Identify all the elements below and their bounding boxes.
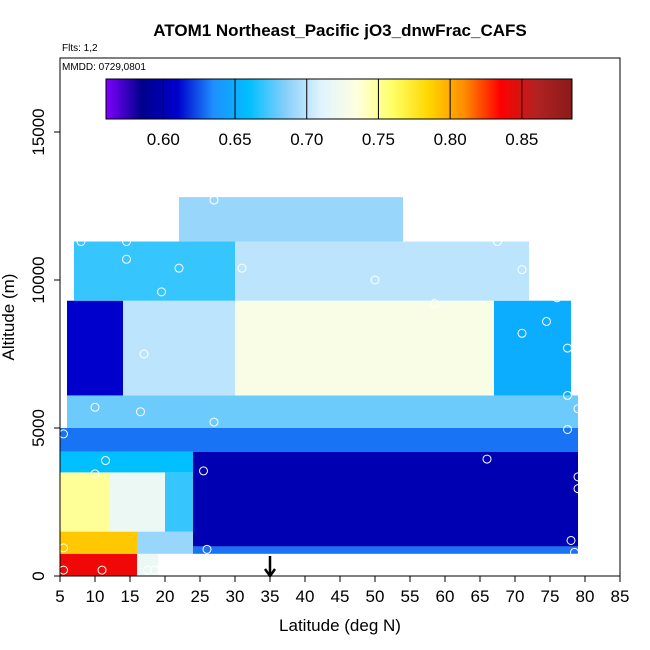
data-point [237, 263, 247, 273]
data-point [570, 547, 579, 557]
heatmap-cell [60, 451, 193, 473]
dates-label: MMDD: 0729,0801 [62, 62, 146, 73]
y-tick-label: 15000 [29, 108, 48, 155]
heatmap-cell [137, 531, 193, 554]
x-tick-label: 65 [471, 587, 490, 606]
data-point [150, 565, 159, 575]
x-axis-title: Latitude (deg N) [279, 616, 401, 635]
x-tick-label: 80 [576, 587, 595, 606]
colorbar-gradient [105, 78, 573, 120]
y-tick-label: 5000 [29, 409, 48, 447]
data-point [60, 565, 68, 575]
colorbar: 0.60 0.65 0.70 0.75 0.80 0.85 [105, 78, 573, 149]
heatmap-cell [74, 241, 235, 301]
marker-head [263, 568, 277, 579]
y-tick-label: 10000 [29, 256, 48, 303]
data-point [209, 195, 219, 205]
data-point [559, 284, 569, 294]
data-point [563, 343, 572, 353]
data-point [563, 390, 572, 400]
heatmap-cell [494, 300, 571, 396]
data-point [90, 402, 100, 412]
data-point [60, 543, 68, 553]
data-point [517, 328, 527, 338]
x-tick-label: 25 [191, 587, 210, 606]
data-point [143, 565, 152, 575]
x-tick-label: 35 [261, 587, 280, 606]
heatmap-cell [193, 546, 578, 554]
heatmap-cell [123, 300, 235, 396]
heatmap-cell [235, 241, 529, 301]
data-point [482, 454, 492, 464]
data-point [493, 237, 502, 247]
data-point [573, 472, 583, 482]
heatmap-cell [67, 300, 123, 396]
x-tick-label: 70 [506, 587, 525, 606]
heatmap-cell [60, 553, 137, 576]
data-point [174, 263, 184, 273]
data-point [517, 265, 527, 275]
data-point [531, 275, 541, 285]
colorbar-tick-label: 0.60 [147, 130, 180, 149]
data-point [573, 404, 583, 414]
heatmap-cell [137, 553, 158, 576]
x-tick-label: 30 [226, 587, 245, 606]
data-point [542, 316, 551, 326]
x-tick-label: 75 [541, 587, 560, 606]
data-point [563, 424, 572, 434]
colorbar-tick-label: 0.80 [434, 130, 467, 149]
data-point [122, 237, 131, 247]
heatmap-cell [109, 472, 165, 532]
heatmap-cell [235, 300, 494, 396]
data-point [60, 429, 68, 439]
data-point [101, 456, 110, 466]
data-point [566, 535, 576, 545]
flights-label: Flts: 1,2 [62, 43, 98, 54]
data-point [202, 544, 212, 554]
heatmap-cell [60, 472, 109, 532]
data-point [199, 466, 208, 476]
data-point [573, 484, 583, 494]
data-point [370, 275, 380, 285]
x-tick-label: 5 [55, 587, 64, 606]
chart-title: ATOM1 Northeast_Pacific jO3_dnwFrac_CAFS [153, 21, 526, 40]
heatmap-cell [165, 472, 193, 532]
data-point [90, 469, 100, 479]
heatmap-cell [67, 395, 578, 428]
x-tick-label: 60 [436, 587, 455, 606]
data-point [139, 349, 149, 359]
data-point [76, 237, 86, 247]
x-tick-label: 40 [296, 587, 315, 606]
heatmap-cell [60, 531, 137, 554]
x-tick-label: 50 [366, 587, 385, 606]
data-point [122, 254, 131, 264]
colorbar-tick-label: 0.70 [290, 130, 323, 149]
data-point [157, 287, 166, 297]
x-tick-label: 20 [156, 587, 175, 606]
y-tick-label: 0 [29, 571, 48, 580]
data-point [136, 407, 145, 417]
latitude-marker-arrow [263, 556, 277, 579]
data-point [97, 565, 107, 575]
colorbar-tick-label: 0.85 [505, 130, 538, 149]
data-point [430, 299, 439, 309]
heatmap-cell [179, 197, 403, 242]
x-tick-label: 45 [331, 587, 350, 606]
heatmap-cell [193, 451, 578, 547]
x-tick-label: 15 [121, 587, 140, 606]
heatmap-cell [60, 428, 578, 452]
colorbar-tick-label: 0.65 [218, 130, 251, 149]
x-tick-label: 55 [401, 587, 420, 606]
x-axis: 5 10 15 20 25 30 35 40 45 50 55 60 65 70 75 80 85 [55, 576, 629, 606]
x-tick-label: 10 [86, 587, 105, 606]
y-axis: 0 5000 10000 15000 [29, 108, 60, 581]
data-point [209, 417, 219, 427]
data-point [552, 293, 562, 303]
colorbar-tick-label: 0.75 [362, 130, 395, 149]
y-axis-title: Altitude (m) [0, 274, 18, 361]
x-tick-label: 85 [611, 587, 630, 606]
